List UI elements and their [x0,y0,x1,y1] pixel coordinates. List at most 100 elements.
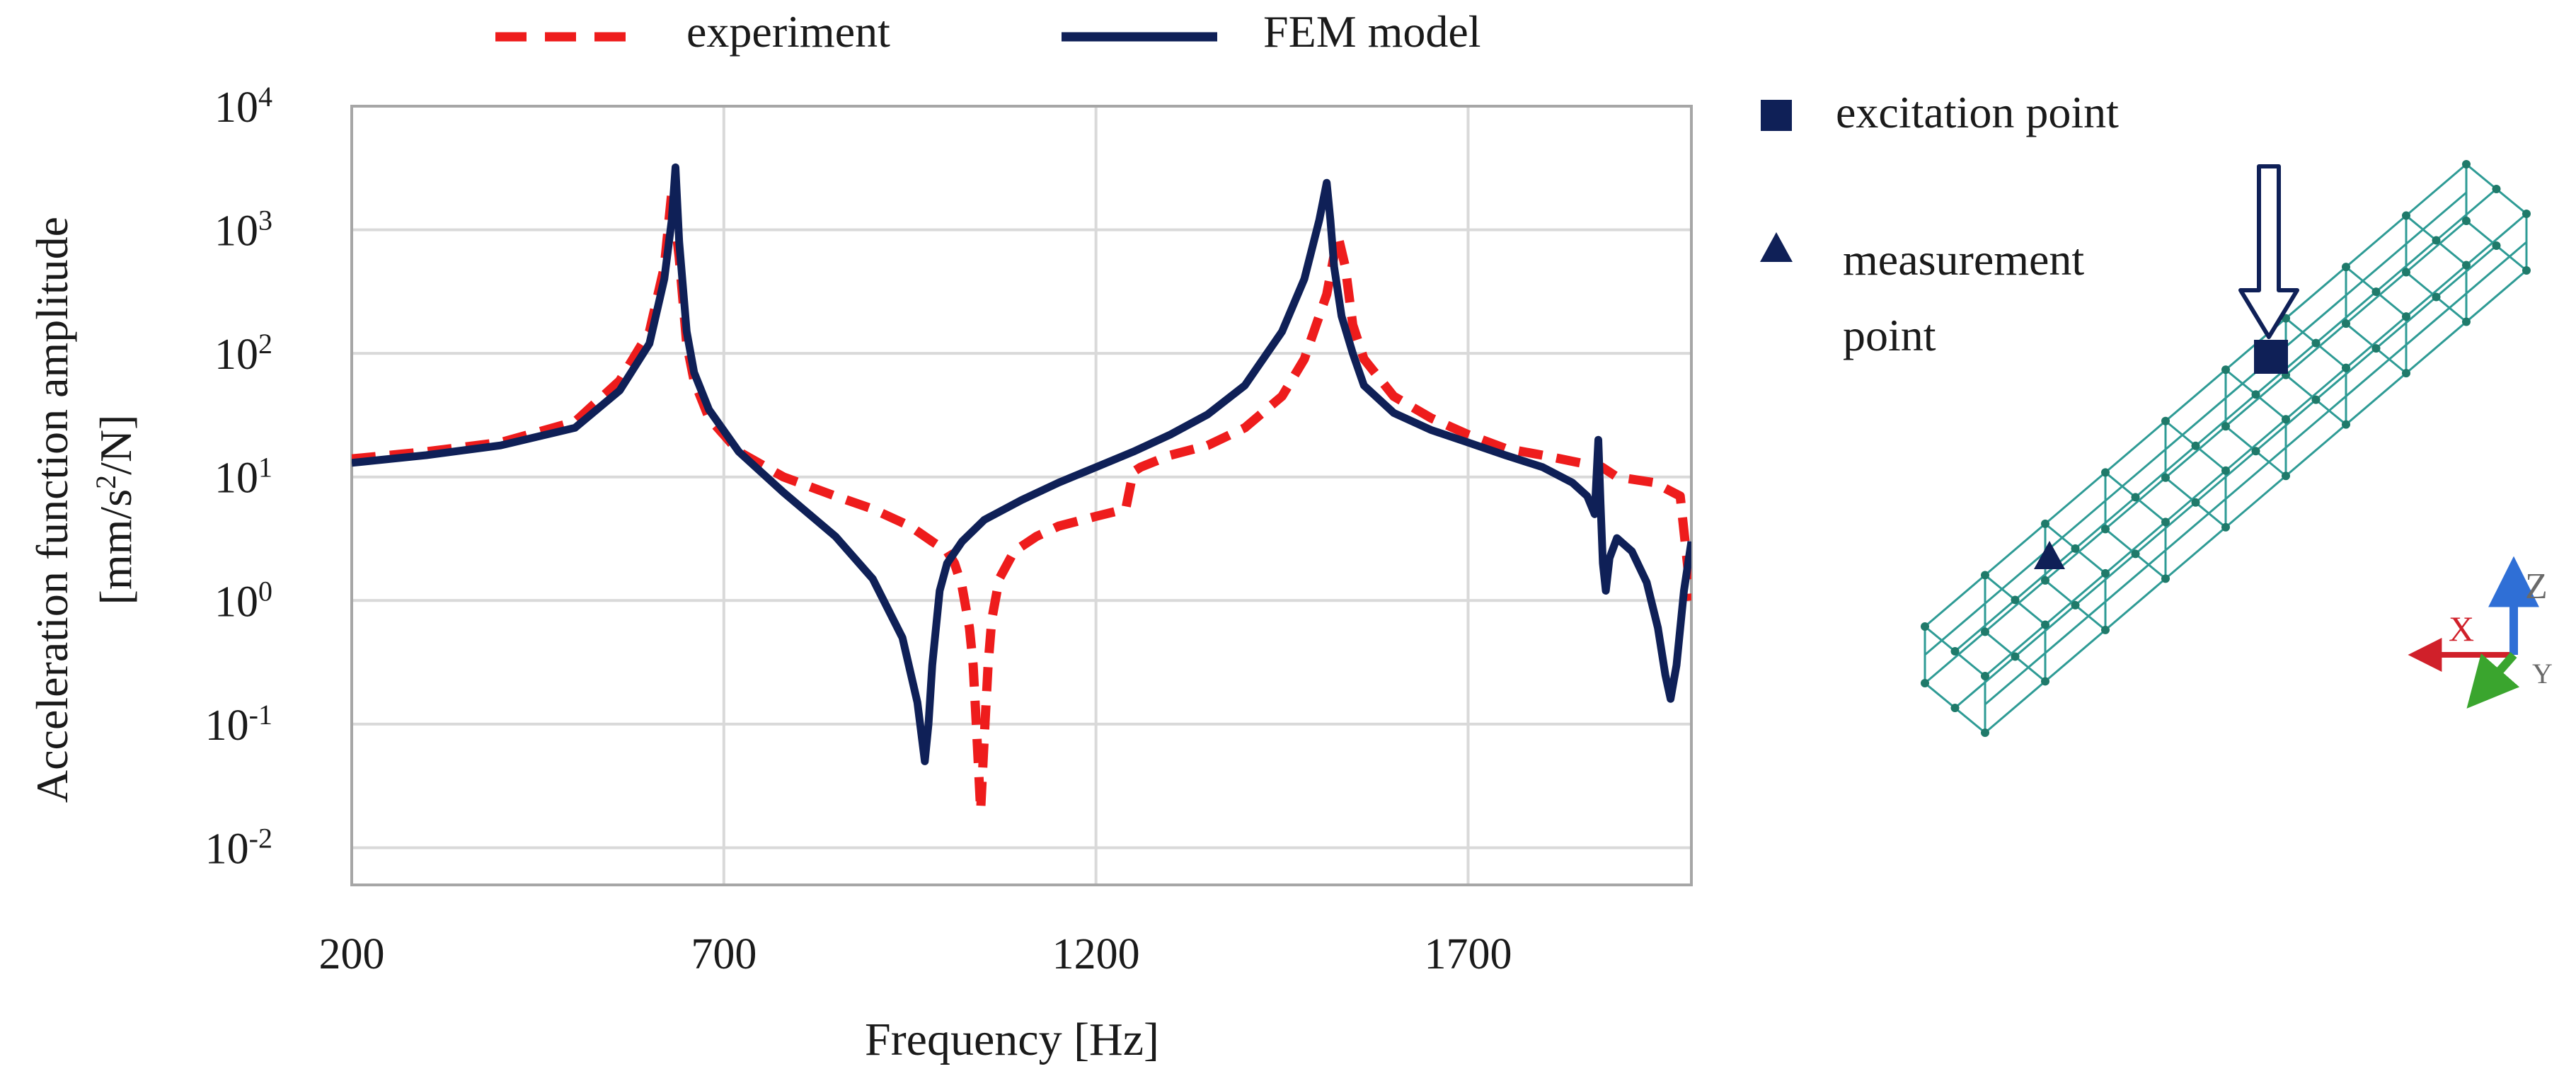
mesh-node [2402,369,2410,378]
mesh-node [2402,211,2410,220]
mesh-node [1950,704,1960,712]
mesh-node [2071,600,2080,610]
mesh-node [2041,620,2049,629]
mesh-node [2402,268,2410,277]
point-legend: excitation point measurement point [1760,87,2119,360]
mesh-node [2221,466,2230,475]
measurement-point-label-line1: measurement [1843,234,2084,285]
mesh-node [2221,365,2230,374]
plot-area [350,105,1693,886]
mesh-node [2011,652,2020,661]
mesh-node [2251,390,2260,399]
mesh-node [1981,627,1989,636]
mesh-node [2492,241,2501,250]
mesh-node [2432,292,2441,302]
mesh-node [2131,549,2140,559]
mesh-node [2101,468,2110,477]
mesh-node [2101,625,2110,634]
mesh-node [2342,420,2350,429]
mesh-section [2345,264,2408,376]
y-tick-label: 101 [214,451,272,503]
triad-z-label: Z [2525,566,2548,607]
excitation-square-icon [1761,100,1792,131]
mesh-node [2011,595,2020,605]
mesh-node [2041,576,2049,585]
triad-y-label: Y [2532,658,2553,690]
mesh-node [1981,728,1989,737]
gridlines [350,105,1691,885]
mesh-node [2342,319,2350,328]
excitation-point-marker [2254,340,2288,374]
measurement-point-label-line2: point [1843,310,1936,360]
y-tick-label: 100 [214,575,272,627]
mesh-node [2131,493,2140,502]
mesh-node [2371,344,2381,353]
mesh-node [2462,160,2471,168]
mesh-section [2224,367,2287,479]
mesh-edge [1984,241,2527,706]
mesh-edge [1924,219,2467,685]
mesh-node [2342,263,2350,272]
mesh-section [2465,161,2528,273]
y-tick-label: 103 [214,204,272,256]
y-tick-label: 104 [214,81,272,132]
mesh-node [2101,525,2110,534]
mesh-node [2101,568,2110,578]
mesh-node [2282,415,2290,424]
plot-background [352,106,1691,885]
mesh-edge [1984,212,2527,677]
mesh-node [2161,517,2170,527]
measurement-point-marker [2034,541,2065,569]
excitation-point-label: excitation point [1836,87,2119,137]
excitation-arrow-icon [2238,164,2299,339]
y-axis-label-line2: [mm/s2/N] [90,415,142,605]
mesh-node [2191,441,2200,450]
mesh-node [2221,522,2230,532]
mesh-node [2071,544,2080,553]
mesh-section [2044,521,2107,633]
mesh-node [1950,647,1960,656]
x-tick-label: 200 [319,930,385,978]
mesh-node [2522,266,2531,275]
triad-x-label: X [2449,609,2474,648]
mesh-node [2462,217,2471,225]
mesh-section [2405,213,2468,324]
mesh-node [2161,574,2170,583]
mesh-section [2284,316,2347,427]
x-tick-labels: 200 700 1200 1700 [319,930,1512,978]
mesh-edge [1984,269,2527,734]
mesh-node [2432,236,2441,245]
x-tick-label: 1200 [1052,930,1140,978]
x-tick-label: 700 [691,930,757,978]
plot-frame [350,105,1693,886]
mesh-node [2161,416,2170,425]
y-tick-label: 10-2 [205,822,272,874]
mesh-node [2311,395,2321,404]
mesh-node [1921,622,1929,631]
y-tick-label: 102 [214,328,272,379]
mesh-node [2522,210,2531,218]
y-axis-label-unit-exponent: 2 [90,475,122,489]
legend-fem-label: FEM model [1263,6,1481,57]
mesh-node [2282,471,2290,481]
mesh-edge [1924,163,2467,628]
coordinate-triad: X Z Y [2408,556,2553,709]
mesh-node [2342,363,2350,372]
mesh-node [2311,338,2321,348]
mesh-node [1981,672,1989,680]
mesh-node [2462,317,2471,326]
mesh-node [2161,473,2170,482]
mesh-node [2251,447,2260,456]
mesh-node [2402,312,2410,321]
mesh-node [1921,679,1929,687]
x-tick-label: 1700 [1425,930,1512,978]
chart-legend: experiment FEM model [495,6,1481,57]
mesh-node [2492,185,2501,193]
mesh-section [2164,418,2227,530]
y-axis-label-unit-prefix: [mm/s [91,489,141,605]
mesh-section [1984,573,2047,684]
series-fem-model-line [352,163,1691,765]
measurement-triangle-icon [1760,232,1793,262]
mesh-section [1924,624,1986,736]
y-axis-label-unit-suffix: /N] [91,415,141,475]
